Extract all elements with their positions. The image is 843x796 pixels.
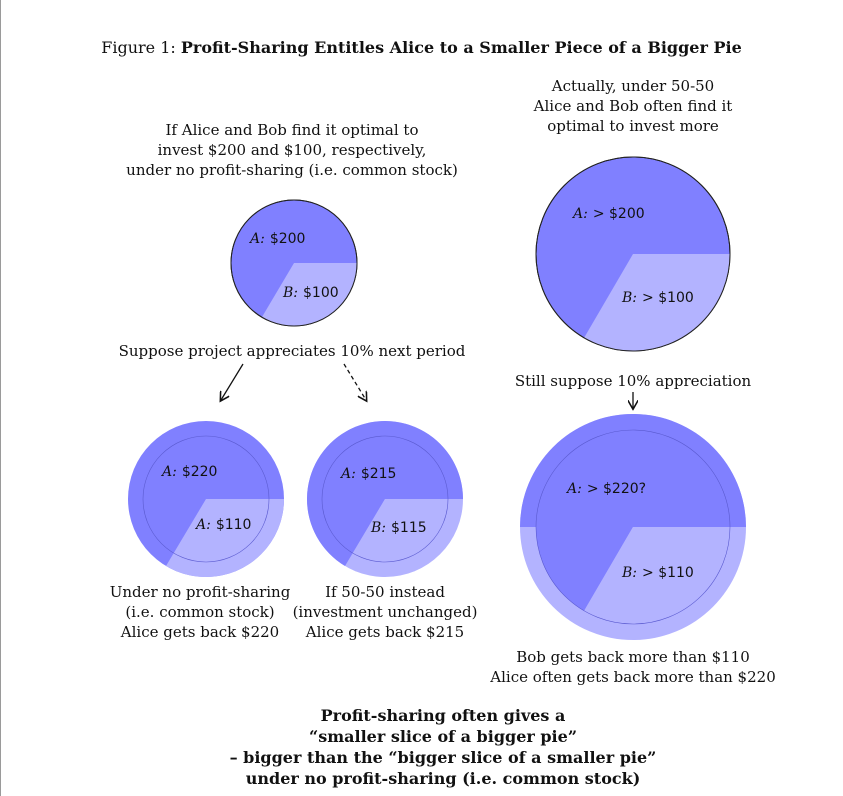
figure-title: Figure 1: Profit-Sharing Entitles Alice … — [0, 38, 843, 57]
figure-prefix: Figure 1: — [101, 38, 176, 57]
pie-alice-label: A: $220 — [160, 464, 217, 480]
pie-big-grown: A: > $220? B: > $110 — [520, 414, 746, 640]
arrow-common-stock — [221, 363, 244, 400]
caption-bottom-right: Bob gets back more than $110 Alice often… — [483, 647, 783, 687]
caption-suppose: Suppose project appreciates 10% next per… — [118, 342, 466, 360]
pie-outline — [535, 156, 731, 352]
conclusion: Profit-sharing often gives a “smaller sl… — [193, 705, 693, 789]
pie-fifty-fifty: A: $215 B: $115 — [307, 421, 463, 577]
pie-bob-label: B: > $100 — [621, 290, 694, 306]
pie-base: A: $200 B: $100 — [230, 199, 358, 327]
pie-bob-label: B: $115 — [370, 520, 427, 536]
caption-top-right: Actually, under 50-50 Alice and Bob ofte… — [483, 76, 783, 136]
pie-bob-label: B: > $110 — [621, 565, 694, 581]
conclusion-line: – bigger than the “bigger slice of a sma… — [229, 748, 657, 767]
pie-bob-slice — [166, 499, 285, 578]
caption-line: Actually, under 50-50 — [551, 77, 715, 95]
figure-title-text: Profit-Sharing Entitles Alice to a Small… — [180, 38, 742, 57]
caption-line: If 50-50 instead — [325, 583, 445, 601]
pie-original-outline — [535, 429, 731, 625]
caption-line: If Alice and Bob find it optimal to — [165, 121, 419, 139]
caption-line: (investment unchanged) — [292, 603, 478, 621]
pie-bob-inner-slice — [584, 527, 731, 625]
pie-alice-label: A: > $200 — [571, 206, 645, 222]
pie-alice-inner-slice — [535, 527, 633, 611]
caption-line: optimal to invest more — [547, 117, 719, 135]
pie-outline — [230, 199, 358, 327]
pie-alice-label: A: $200 — [248, 231, 305, 247]
caption-line: Alice gets back $220 — [120, 623, 280, 641]
conclusion-line: “smaller slice of a bigger pie” — [308, 727, 578, 746]
caption-line: Alice gets back $215 — [305, 623, 465, 641]
pie-bob-slice — [262, 263, 357, 326]
pie-original-outline — [142, 435, 270, 563]
caption-line: Alice and Bob often find it — [533, 97, 733, 115]
pie-alice-label: A: > $220? — [565, 481, 646, 497]
pie-big: A: > $200 B: > $100 — [535, 156, 731, 352]
caption-line: under no profit-sharing (i.e. common sto… — [126, 161, 458, 179]
pie-alice-label: A: $215 — [339, 466, 396, 482]
pie-bob-label: B: $100 — [282, 285, 339, 301]
pie-bob-inner-slice — [353, 499, 448, 562]
caption-line: Alice often gets back more than $220 — [490, 668, 776, 686]
caption-line: Under no profit-sharing — [109, 583, 291, 601]
arrow-fifty-fifty — [343, 363, 366, 400]
caption-line: Bob gets back more than $110 — [516, 648, 750, 666]
caption-line: (i.e. common stock) — [125, 603, 275, 621]
pie-alice-slice — [307, 421, 463, 566]
pie-bob-label: A: $110 — [194, 517, 251, 533]
caption-bottom-left: Under no profit-sharing (i.e. common sto… — [100, 582, 300, 642]
pie-common-stock: A: $220 A: $110 — [128, 421, 285, 578]
page-left-edge — [0, 0, 1, 796]
conclusion-line: under no profit-sharing (i.e. common sto… — [245, 769, 641, 788]
conclusion-line: Profit-sharing often gives a — [320, 706, 566, 725]
caption-line: invest $200 and $100, respectively, — [157, 141, 427, 159]
pie-alice-slice — [520, 414, 746, 527]
caption-still-suppose: Still suppose 10% appreciation — [514, 372, 752, 390]
pie-bob-slice — [584, 254, 731, 352]
caption-bottom-mid: If 50-50 instead (investment unchanged) … — [285, 582, 485, 642]
pie-original-outline — [321, 435, 449, 563]
caption-top-left: If Alice and Bob find it optimal to inve… — [92, 120, 492, 180]
